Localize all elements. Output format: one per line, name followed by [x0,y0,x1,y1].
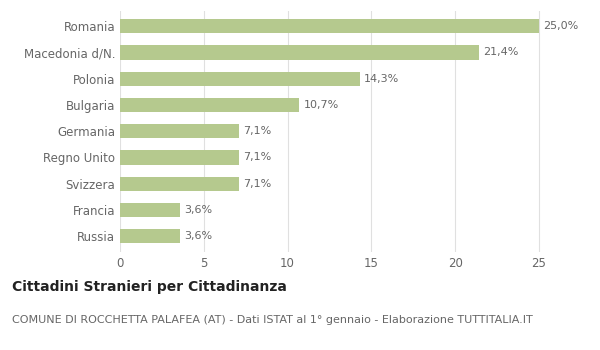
Text: 7,1%: 7,1% [243,153,271,162]
Bar [120,176,239,191]
Text: 3,6%: 3,6% [185,231,212,241]
Bar [120,229,181,244]
Text: 7,1%: 7,1% [243,179,271,189]
Bar [120,124,239,139]
Bar [120,71,359,86]
Text: 25,0%: 25,0% [543,21,578,31]
Text: 21,4%: 21,4% [483,48,518,57]
Text: 3,6%: 3,6% [185,205,212,215]
Bar [120,19,539,34]
Bar [120,98,299,112]
Text: 10,7%: 10,7% [304,100,339,110]
Bar [120,150,239,165]
Text: 7,1%: 7,1% [243,126,271,136]
Text: 14,3%: 14,3% [364,74,399,84]
Bar [120,45,479,60]
Bar [120,203,181,217]
Text: Cittadini Stranieri per Cittadinanza: Cittadini Stranieri per Cittadinanza [12,280,287,294]
Text: COMUNE DI ROCCHETTA PALAFEA (AT) - Dati ISTAT al 1° gennaio - Elaborazione TUTTI: COMUNE DI ROCCHETTA PALAFEA (AT) - Dati … [12,315,533,325]
